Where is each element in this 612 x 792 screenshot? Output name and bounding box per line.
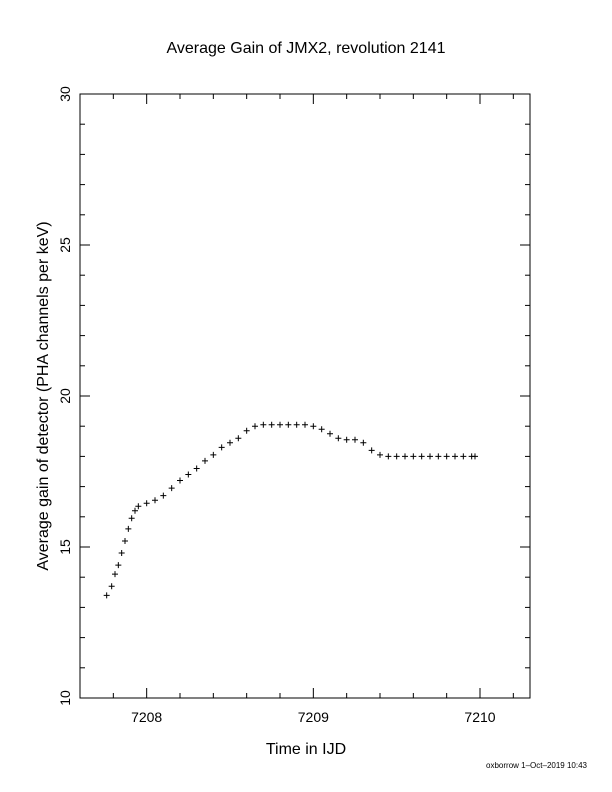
chart-title: Average Gain of JMX2, revolution 2141 xyxy=(167,40,446,57)
data-point xyxy=(410,453,417,460)
data-point xyxy=(193,465,200,472)
data-point xyxy=(368,447,375,454)
data-point xyxy=(377,451,383,458)
data-point xyxy=(268,421,275,428)
data-point xyxy=(125,525,132,532)
plot-frame xyxy=(79,93,531,699)
data-point xyxy=(418,453,425,460)
data-point xyxy=(143,500,150,507)
data-point xyxy=(202,457,208,464)
x-tick-label: 7208 xyxy=(131,709,162,725)
data-point xyxy=(293,421,300,428)
data-point xyxy=(277,421,283,428)
data-point xyxy=(427,453,433,460)
data-point xyxy=(152,497,158,504)
data-point xyxy=(260,421,267,428)
data-points xyxy=(103,421,478,599)
data-point xyxy=(243,427,250,434)
data-point xyxy=(352,436,358,443)
data-point xyxy=(108,583,115,590)
y-tick-label: 10 xyxy=(57,690,73,706)
data-point xyxy=(452,453,458,460)
data-point xyxy=(135,503,142,510)
data-point xyxy=(103,592,110,599)
data-point xyxy=(302,421,308,428)
data-point xyxy=(460,453,467,460)
y-tick-label: 20 xyxy=(57,388,73,404)
footer-stamp: oxborrow 1–Oct–2019 10:43 xyxy=(486,761,588,770)
data-point xyxy=(227,439,233,446)
data-point xyxy=(360,439,367,446)
data-point xyxy=(443,453,450,460)
data-point xyxy=(343,436,350,443)
data-point xyxy=(118,550,125,557)
x-tick-label: 7210 xyxy=(464,709,495,725)
data-point xyxy=(122,537,128,544)
data-point xyxy=(160,492,167,499)
data-point xyxy=(385,453,392,460)
data-point xyxy=(185,471,192,478)
data-point xyxy=(112,571,118,578)
tick-labels: 7208 7209 7210 10 15 20 25 30 xyxy=(57,86,496,725)
y-tick-label: 25 xyxy=(57,237,73,253)
axis-ticks xyxy=(79,93,530,699)
y-tick-label: 15 xyxy=(57,539,73,555)
data-point xyxy=(235,435,242,442)
data-point xyxy=(210,451,217,458)
x-tick-label: 7209 xyxy=(298,709,329,725)
x-axis-label: Time in IJD xyxy=(266,741,346,758)
data-point xyxy=(472,453,478,460)
data-point xyxy=(177,477,183,484)
y-tick-label: 30 xyxy=(57,86,73,102)
data-point xyxy=(402,453,408,460)
data-point xyxy=(327,430,333,437)
data-point xyxy=(168,485,175,492)
data-point xyxy=(335,435,342,442)
data-point xyxy=(393,453,400,460)
data-point xyxy=(128,515,135,522)
data-point xyxy=(252,423,258,430)
y-axis-label: Average gain of detector (PHA channels p… xyxy=(35,221,52,570)
data-point xyxy=(310,423,317,430)
data-point xyxy=(115,562,122,569)
data-point xyxy=(318,426,325,433)
data-point xyxy=(435,453,442,460)
data-point xyxy=(285,421,292,428)
data-point xyxy=(132,507,138,514)
data-point xyxy=(218,444,225,451)
